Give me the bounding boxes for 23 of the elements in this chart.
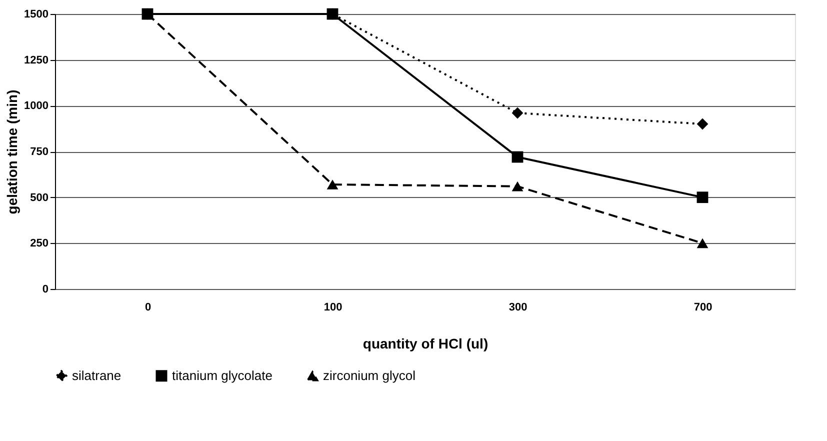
x-tick-label: 0 [144,302,152,314]
y-tick-label: 0 [42,284,48,296]
x-tick-label: 300 [508,302,528,314]
point [696,192,708,204]
legend-label: zirconium glycol [323,368,416,384]
x-tick-label: 100 [324,302,342,314]
y-tick-label: 1250 [24,54,48,66]
x-axis-title: quantity of HCl (ul) [362,336,488,352]
point [696,118,708,130]
x-tick-label: 700 [694,302,712,314]
point [696,238,708,248]
legend-label: silatrane [72,368,122,383]
y-axis-title: gelation time (min) [4,90,20,214]
point [512,151,524,163]
point [512,107,524,119]
y-tick-label: 750 [30,146,48,158]
point [326,180,338,190]
y-tick-label: 500 [30,192,48,204]
y-tick-label: 1500 [24,8,48,20]
point [512,181,524,192]
y-tick-label: 1000 [24,100,48,112]
legend-label: titanium glycolate [172,368,272,383]
y-tick-label: 250 [30,238,48,250]
